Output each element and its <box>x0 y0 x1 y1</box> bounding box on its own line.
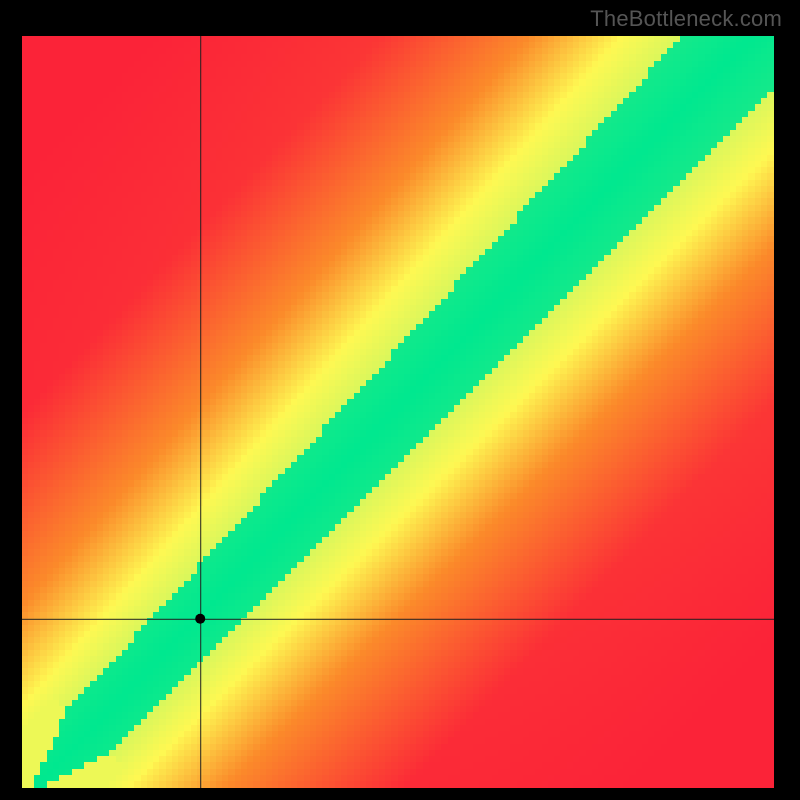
chart-container: TheBottleneck.com <box>0 0 800 800</box>
watermark-label: TheBottleneck.com <box>590 6 782 32</box>
heatmap-canvas <box>22 36 774 788</box>
